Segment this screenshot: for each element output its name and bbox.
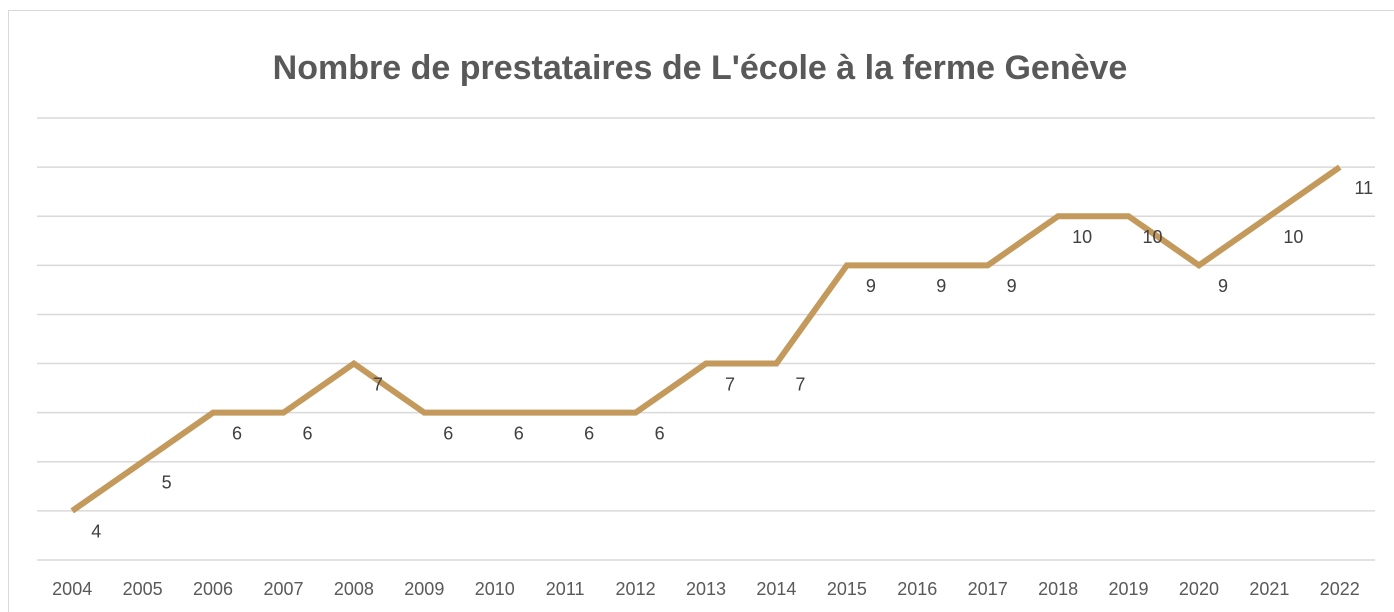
x-tick-label: 2010 bbox=[475, 579, 515, 599]
x-tick-label: 2004 bbox=[52, 579, 92, 599]
x-tick-label: 2005 bbox=[123, 579, 163, 599]
line bbox=[70, 164, 1342, 514]
x-tick-label: 2007 bbox=[263, 579, 303, 599]
data-label: 6 bbox=[514, 423, 524, 443]
chart-title: Nombre de prestataires de L'école à la f… bbox=[273, 49, 1128, 87]
x-tick-label: 2017 bbox=[968, 579, 1008, 599]
data-label: 7 bbox=[725, 374, 735, 394]
data-label: 6 bbox=[232, 423, 242, 443]
data-label: 10 bbox=[1143, 227, 1163, 247]
chart-border bbox=[8, 10, 1394, 612]
x-tick-label: 2006 bbox=[193, 579, 233, 599]
x-tick-label: 2009 bbox=[404, 579, 444, 599]
data-label: 9 bbox=[866, 276, 876, 296]
x-tick-label: 2015 bbox=[827, 579, 867, 599]
data-label: 7 bbox=[373, 374, 383, 394]
x-tick-label: 2016 bbox=[897, 579, 937, 599]
data-label: 4 bbox=[91, 522, 101, 542]
data-label: 6 bbox=[655, 423, 665, 443]
x-tick-label: 2008 bbox=[334, 579, 374, 599]
data-label: 7 bbox=[795, 374, 805, 394]
data-label: 9 bbox=[936, 276, 946, 296]
x-tick-label: 2022 bbox=[1320, 579, 1360, 599]
data-label: 6 bbox=[302, 423, 312, 443]
x-tick-label: 2021 bbox=[1249, 579, 1289, 599]
x-tick-label: 2013 bbox=[686, 579, 726, 599]
x-tick-label: 2012 bbox=[616, 579, 656, 599]
data-label: 6 bbox=[584, 423, 594, 443]
data-label: 11 bbox=[1354, 178, 1373, 198]
data-label: 9 bbox=[1218, 276, 1228, 296]
x-tick-label: 2018 bbox=[1038, 579, 1078, 599]
data-label: 6 bbox=[443, 423, 453, 443]
data-label: 10 bbox=[1283, 227, 1303, 247]
x-tick-label: 2014 bbox=[756, 579, 796, 599]
data-label: 5 bbox=[162, 473, 172, 493]
x-tick-label: 2020 bbox=[1179, 579, 1219, 599]
x-tick-label: 2019 bbox=[1109, 579, 1149, 599]
data-label: 10 bbox=[1072, 227, 1092, 247]
data-label: 9 bbox=[1007, 276, 1017, 296]
x-tick-label: 2011 bbox=[546, 579, 585, 599]
